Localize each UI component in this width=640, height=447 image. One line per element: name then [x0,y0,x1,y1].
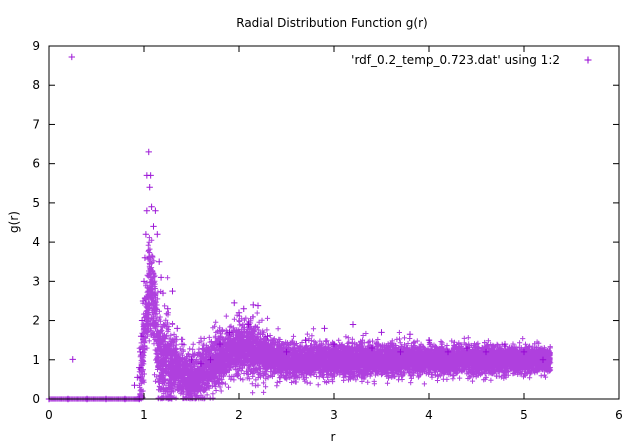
y-tick-label: 1 [32,353,40,367]
data-point [406,331,414,338]
data-point [444,348,452,356]
y-tick-label: 8 [32,78,40,92]
data-point [142,231,150,238]
data-point [146,184,153,191]
data-point [264,333,271,340]
data-point [245,321,252,328]
legend: 'rdf_0.2_temp_0.723.dat' using 1:2 [351,53,592,67]
x-tick-label: 1 [140,408,148,422]
data-point [148,203,155,211]
data-point [226,329,233,336]
data-point [216,340,224,348]
data-point [134,374,141,381]
data-point [463,344,471,352]
y-tick-label: 7 [32,117,40,131]
y-axis-label: g(r) [7,211,21,233]
legend-label: 'rdf_0.2_temp_0.723.dat' using 1:2 [351,53,560,67]
data-point [139,297,147,305]
data-point [321,325,328,332]
data-point [520,348,528,356]
point-cloud [46,235,554,402]
data-point [157,274,165,281]
data-layer [45,53,554,403]
data-point [174,325,181,332]
legend-plus-icon [584,56,592,64]
y-tick-label: 9 [32,39,40,53]
data-point [136,364,143,371]
data-point [250,301,257,309]
y-tick-label: 5 [32,196,40,210]
x-tick-label: 5 [520,408,528,422]
data-point [231,299,238,307]
data-point [150,223,157,230]
x-tick-label: 0 [45,408,53,422]
data-point [539,356,547,363]
x-axis-label: r [331,430,336,444]
data-point [482,348,490,356]
data-point [143,207,151,214]
data-point [140,278,148,285]
data-point [254,302,262,309]
data-point [330,340,338,348]
data-point [145,148,152,156]
legend-marker [584,56,592,64]
data-point [137,348,144,356]
data-point [147,172,154,179]
data-point [178,340,186,348]
data-point [69,356,76,363]
data-point [368,344,376,352]
data-point [152,207,159,214]
data-point [141,254,149,261]
y-tick-label: 3 [32,274,40,288]
data-point [159,289,167,297]
data-point [397,348,404,356]
data-point [240,305,247,312]
data-point [137,333,145,340]
axes-layer: 0 1 2 3 4 5 6 0 1 2 3 4 5 6 7 8 9 [32,39,622,422]
x-tick-label: 4 [425,408,433,422]
data-point [349,321,357,328]
x-tick-label: 6 [615,408,623,422]
y-tick-label: 0 [32,392,40,406]
data-point [501,340,509,348]
data-point [425,336,433,344]
data-point [169,287,176,295]
data-point [188,356,195,363]
data-point [207,356,214,363]
y-tick-label: 2 [32,314,40,328]
data-point [68,53,75,61]
data-point [156,258,163,265]
data-point [302,336,309,344]
x-tick-label: 3 [330,408,338,422]
data-point [235,309,243,316]
y-tick-label: 4 [32,235,40,249]
data-point [378,329,385,336]
x-tick-label: 2 [235,408,243,422]
data-point [283,348,290,356]
y-tick-label: 6 [32,157,40,171]
data-point [164,305,171,312]
data-point [131,382,138,389]
data-point [197,360,205,367]
data-point [138,317,146,324]
data-point [154,231,161,238]
chart-title: Radial Distribution Function g(r) [236,16,427,30]
